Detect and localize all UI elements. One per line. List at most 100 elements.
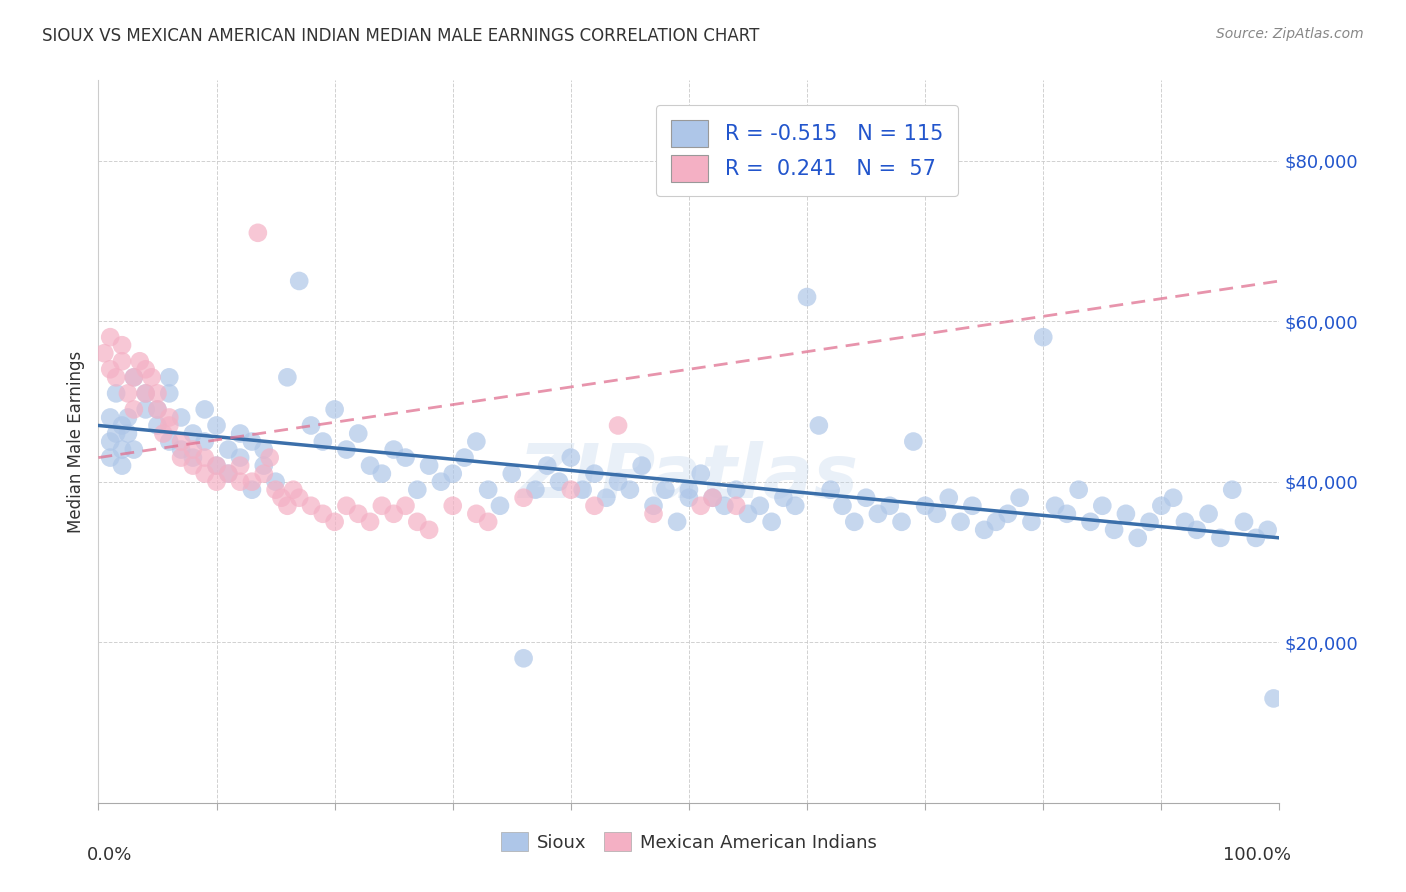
Point: [246, 226, 269, 240]
Point: [678, 483, 700, 497]
Point: [418, 523, 440, 537]
Point: [512, 651, 534, 665]
Point: [536, 458, 558, 473]
Point: [253, 467, 276, 481]
Point: [761, 515, 783, 529]
Y-axis label: Median Male Earnings: Median Male Earnings: [67, 351, 86, 533]
Point: [276, 370, 298, 384]
Point: [205, 458, 228, 473]
Point: [135, 386, 157, 401]
Point: [270, 491, 292, 505]
Point: [807, 418, 830, 433]
Point: [111, 338, 134, 352]
Point: [135, 362, 157, 376]
Point: [157, 386, 180, 401]
Point: [229, 475, 252, 489]
Point: [240, 483, 263, 497]
Point: [737, 507, 759, 521]
Point: [98, 434, 121, 449]
Point: [111, 418, 134, 433]
Point: [560, 483, 582, 497]
Point: [157, 410, 180, 425]
Point: [194, 450, 217, 465]
Point: [713, 499, 735, 513]
Point: [1032, 330, 1054, 344]
Point: [489, 499, 512, 513]
Point: [217, 467, 239, 481]
Point: [1263, 691, 1285, 706]
Point: [1209, 531, 1232, 545]
Point: [962, 499, 984, 513]
Point: [571, 483, 593, 497]
Point: [903, 434, 925, 449]
Point: [170, 434, 193, 449]
Point: [796, 290, 818, 304]
Point: [117, 426, 139, 441]
Point: [820, 483, 842, 497]
Point: [630, 458, 652, 473]
Point: [194, 402, 217, 417]
Point: [702, 491, 724, 505]
Point: [1150, 499, 1173, 513]
Point: [347, 426, 370, 441]
Point: [98, 330, 121, 344]
Point: [194, 434, 217, 449]
Point: [1220, 483, 1243, 497]
Point: [666, 515, 689, 529]
Point: [501, 467, 523, 481]
Point: [914, 499, 936, 513]
Point: [844, 515, 866, 529]
Point: [583, 499, 606, 513]
Point: [689, 499, 711, 513]
Point: [141, 370, 163, 384]
Point: [371, 467, 394, 481]
Point: [560, 450, 582, 465]
Point: [264, 475, 287, 489]
Point: [725, 499, 748, 513]
Point: [276, 499, 298, 513]
Point: [111, 458, 134, 473]
Point: [181, 458, 204, 473]
Point: [181, 426, 204, 441]
Point: [93, 346, 115, 360]
Point: [359, 515, 381, 529]
Point: [1021, 515, 1043, 529]
Point: [406, 483, 429, 497]
Point: [725, 483, 748, 497]
Point: [105, 370, 128, 384]
Point: [205, 475, 228, 489]
Point: [548, 475, 571, 489]
Point: [253, 458, 276, 473]
Point: [1257, 523, 1279, 537]
Point: [441, 499, 464, 513]
Point: [299, 499, 322, 513]
Point: [1139, 515, 1161, 529]
Point: [1067, 483, 1090, 497]
Point: [128, 354, 150, 368]
Point: [441, 467, 464, 481]
Point: [205, 418, 228, 433]
Point: [122, 370, 145, 384]
Point: [135, 402, 157, 417]
Point: [418, 458, 440, 473]
Point: [607, 418, 630, 433]
Point: [122, 370, 145, 384]
Text: ZIPatlas: ZIPatlas: [519, 442, 859, 514]
Point: [122, 402, 145, 417]
Point: [152, 426, 174, 441]
Point: [98, 362, 121, 376]
Point: [170, 442, 193, 457]
Text: 100.0%: 100.0%: [1223, 847, 1291, 864]
Point: [524, 483, 547, 497]
Point: [217, 442, 239, 457]
Point: [689, 467, 711, 481]
Point: [371, 499, 394, 513]
Legend: Sioux, Mexican American Indians: Sioux, Mexican American Indians: [494, 825, 884, 859]
Point: [335, 499, 357, 513]
Point: [465, 507, 488, 521]
Point: [105, 386, 128, 401]
Point: [997, 507, 1019, 521]
Point: [1161, 491, 1184, 505]
Point: [772, 491, 794, 505]
Point: [1174, 515, 1197, 529]
